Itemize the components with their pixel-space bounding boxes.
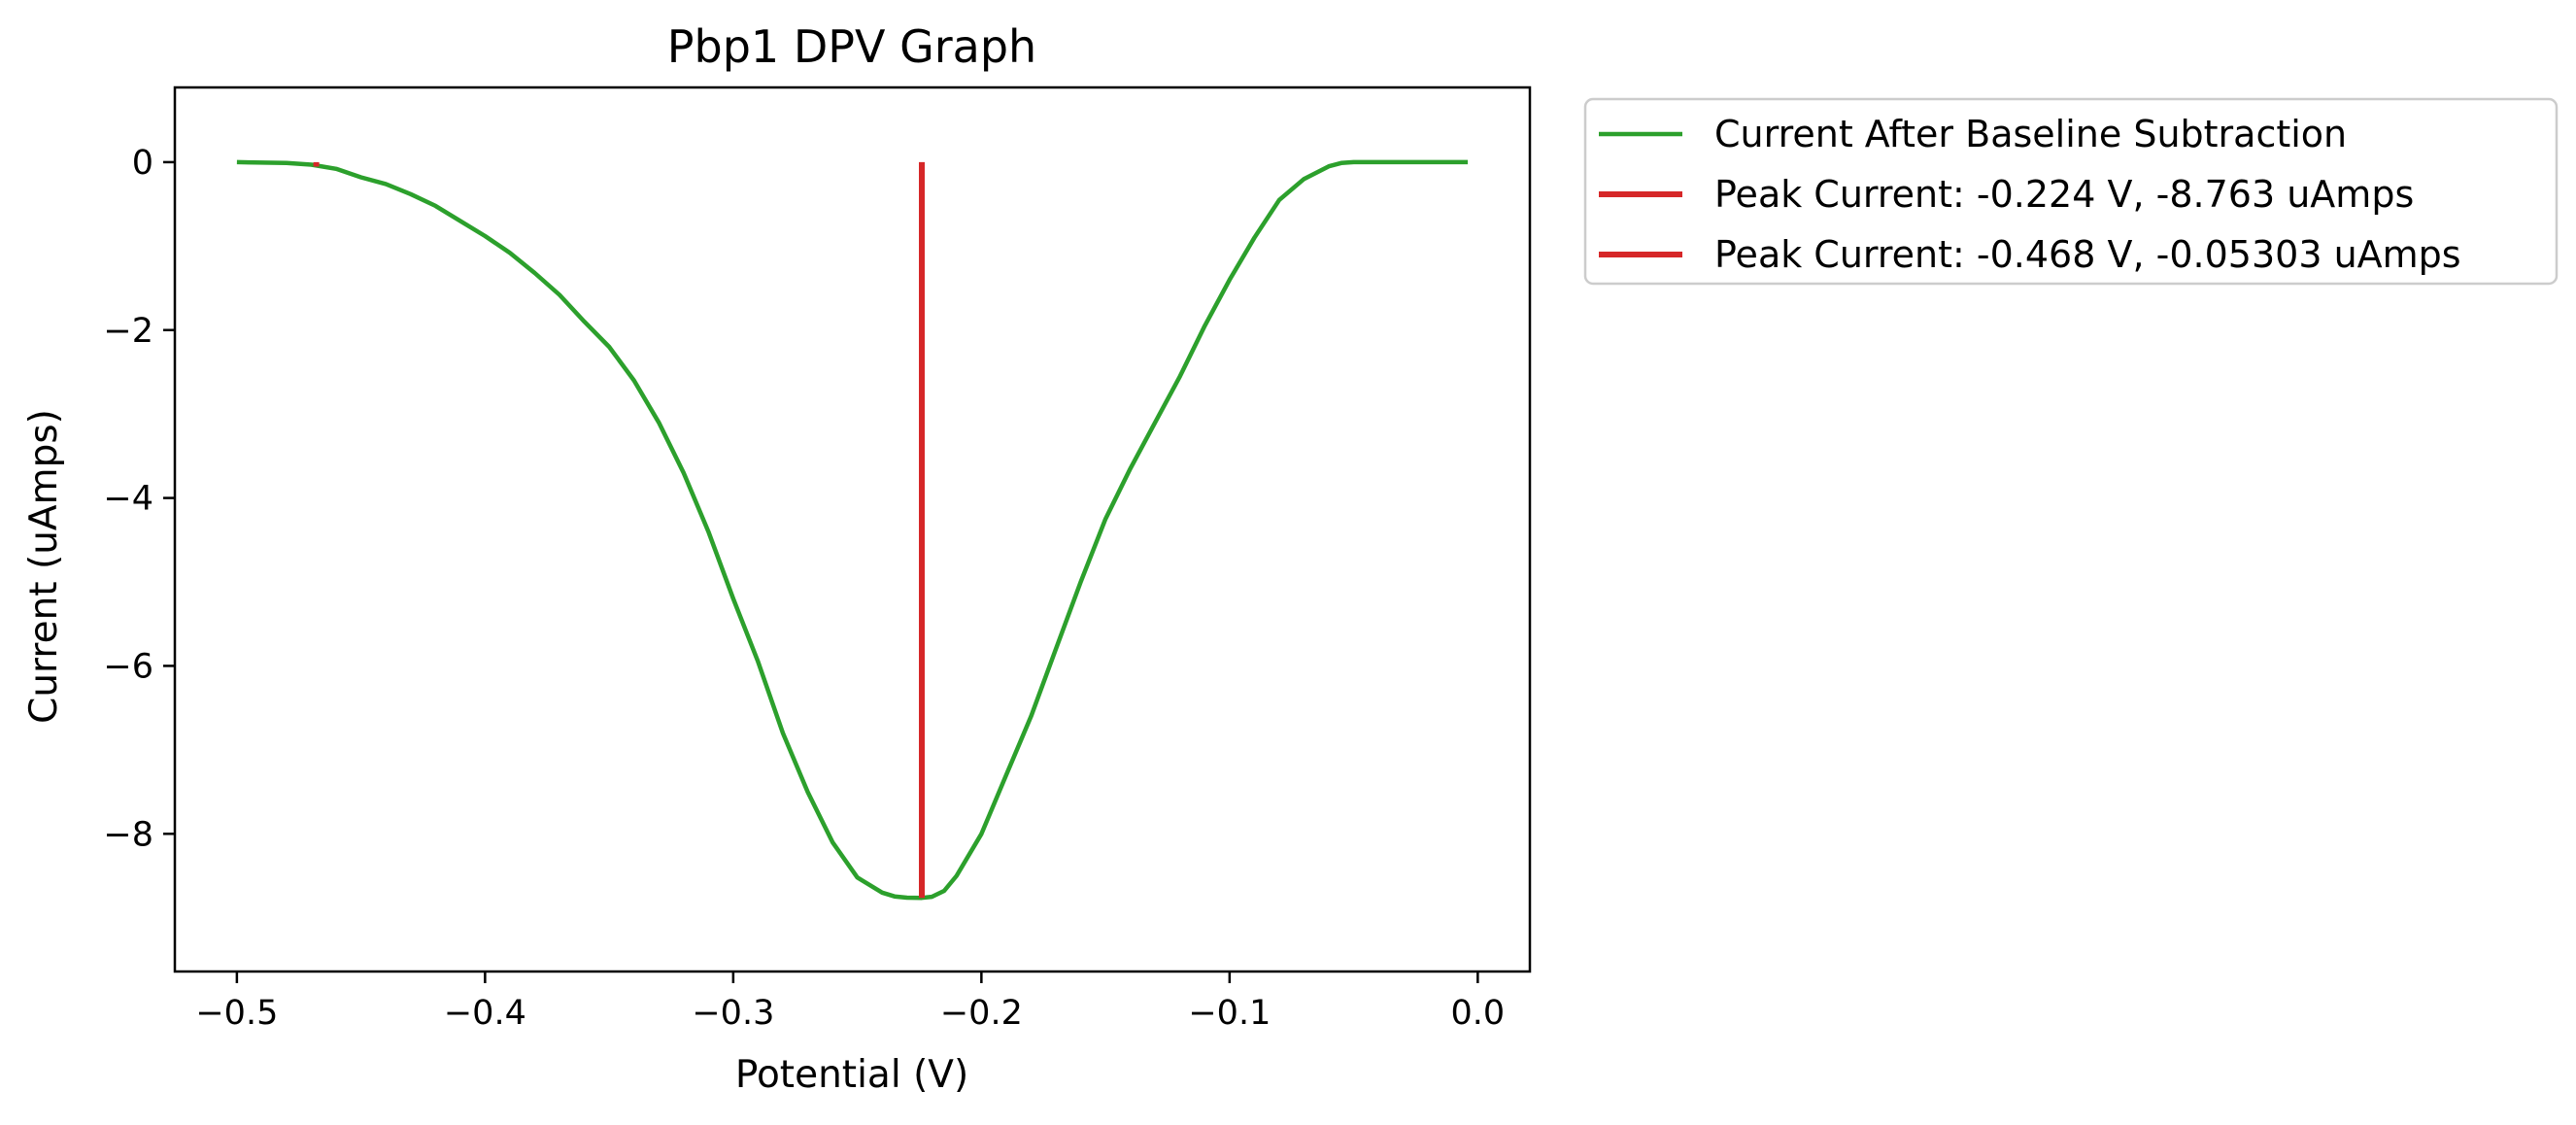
x-tick-label: −0.5: [195, 994, 278, 1033]
legend-entry-label: Peak Current: -0.468 V, -0.05303 uAmps: [1714, 233, 2461, 276]
x-tick-label: −0.2: [940, 994, 1023, 1033]
x-tick-label: −0.3: [692, 994, 774, 1033]
y-tick-label: −4: [103, 480, 153, 519]
x-tick-label: −0.4: [444, 994, 526, 1033]
y-tick-label: −6: [103, 647, 153, 686]
y-tick-label: −2: [103, 312, 153, 351]
chart-title: Pbp1 DPV Graph: [667, 20, 1036, 73]
legend-entry-label: Peak Current: -0.224 V, -8.763 uAmps: [1714, 173, 2414, 216]
x-tick-label: −0.1: [1188, 994, 1271, 1033]
y-axis: 0 −2 −4 −6 −8: [103, 144, 175, 854]
y-tick-label: −8: [103, 815, 153, 854]
x-axis: −0.5 −0.4 −0.3 −0.2 −0.1 0.0: [195, 972, 1505, 1033]
legend: Current After Baseline Subtraction Peak C…: [1583, 97, 2559, 286]
legend-box: [1583, 97, 2559, 286]
y-axis-label: Current (uAmps): [22, 409, 66, 724]
current-series-line: [236, 159, 1469, 901]
y-tick-label: 0: [132, 144, 153, 183]
plot-frame: [173, 85, 1532, 973]
x-tick-label: 0.0: [1451, 994, 1506, 1033]
x-axis-label: Potential (V): [735, 1053, 968, 1097]
plot-area: [236, 159, 1469, 901]
legend-entry-label: Current After Baseline Subtraction: [1714, 113, 2347, 155]
